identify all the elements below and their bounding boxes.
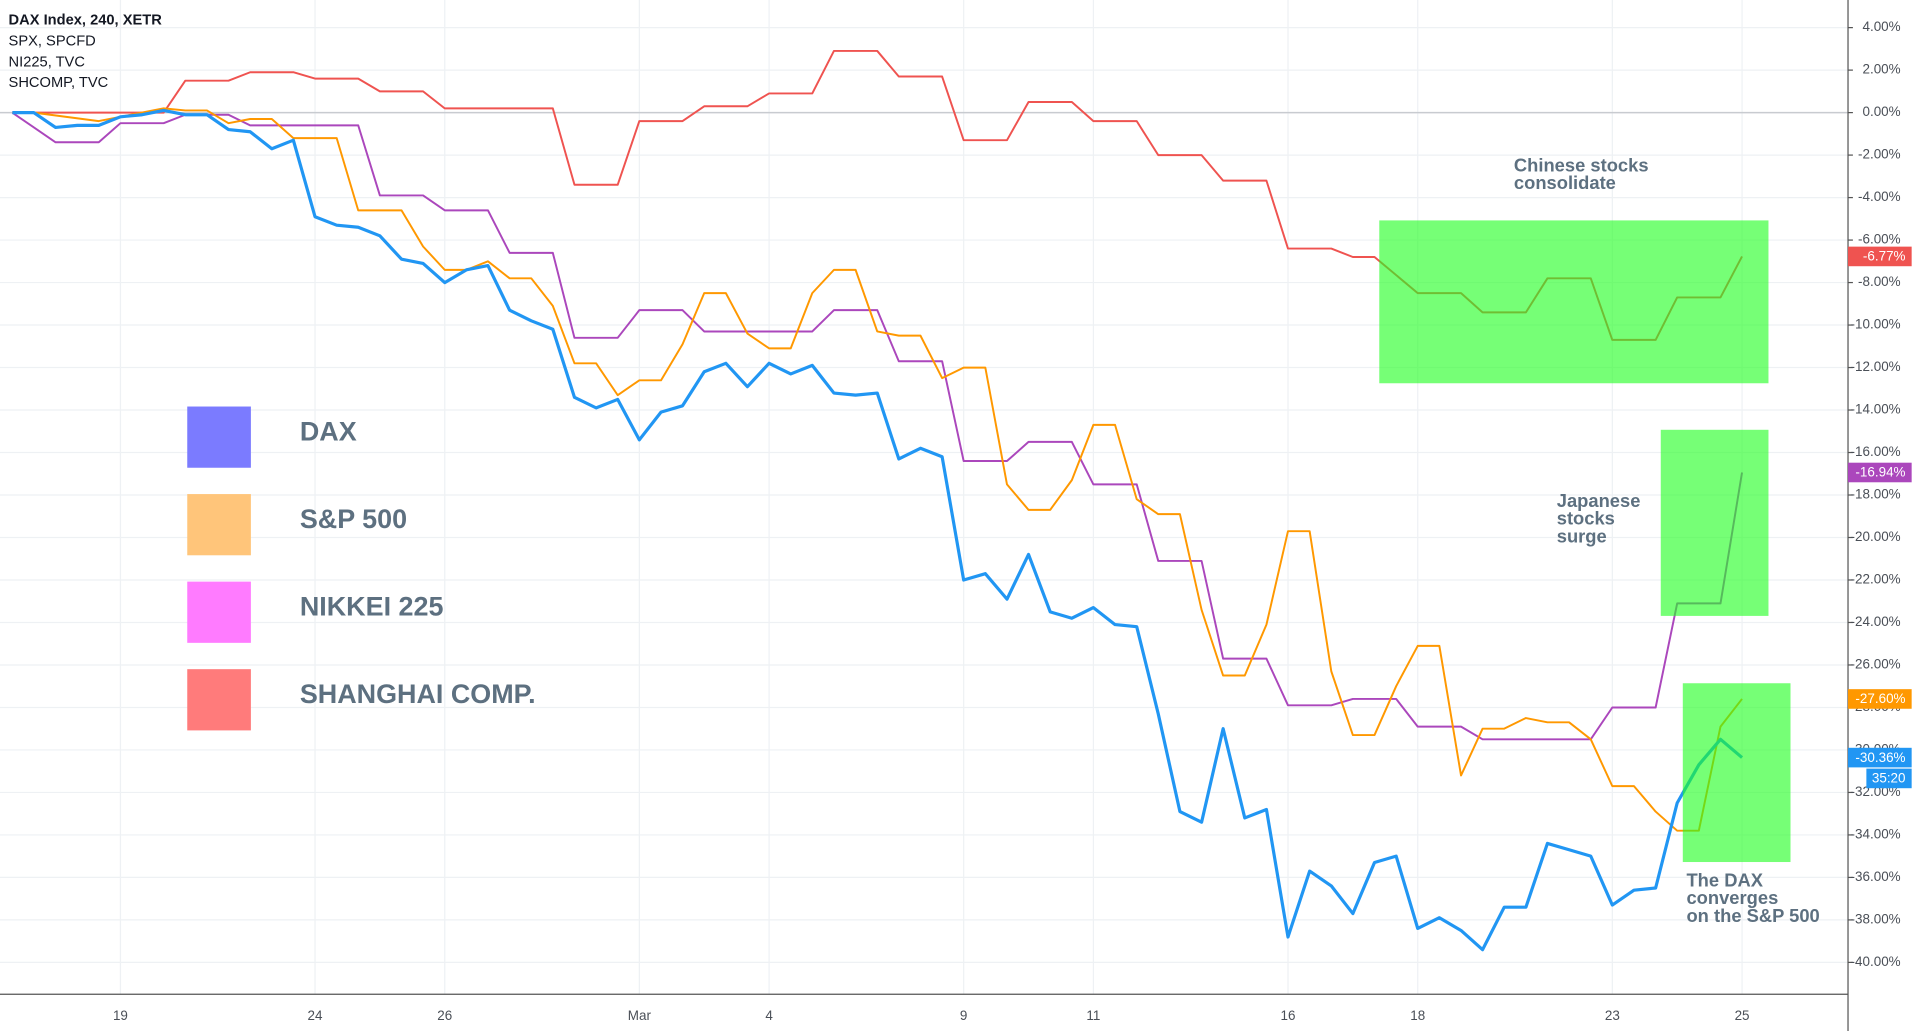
y-tick-label: -18.00% <box>1851 487 1901 502</box>
x-tick-label: 26 <box>437 1008 452 1023</box>
y-tick-label: -34.00% <box>1851 826 1901 841</box>
annotation-text: surge <box>1557 525 1607 546</box>
annotation-text: stocks <box>1557 508 1615 529</box>
symbol-label: NI225, TVC <box>9 54 86 70</box>
y-tick-label: -22.00% <box>1851 572 1901 587</box>
y-tick-label: -26.00% <box>1851 657 1901 672</box>
legend-label: SHANGHAI COMP. <box>300 679 536 709</box>
y-tick-label: -8.00% <box>1858 274 1901 289</box>
legend-label: DAX <box>300 417 357 447</box>
price-tag-label: -30.36% <box>1855 750 1905 765</box>
y-tick-label: 4.00% <box>1862 19 1900 34</box>
y-tick-label: 0.00% <box>1862 104 1900 119</box>
annotation-text: The DAX <box>1686 869 1763 890</box>
legend-label: NIKKEI 225 <box>300 592 444 622</box>
x-tick-label: 18 <box>1410 1008 1425 1023</box>
x-tick-label: 16 <box>1281 1008 1296 1023</box>
y-tick-label: -2.00% <box>1858 147 1901 162</box>
annotation-text: converges <box>1686 887 1778 908</box>
annotation-text: Chinese stocks <box>1514 154 1649 175</box>
y-tick-label: -4.00% <box>1858 189 1901 204</box>
legend-swatch <box>187 406 251 468</box>
legend-swatch <box>187 494 251 556</box>
highlight-box <box>1660 429 1769 616</box>
y-tick-label: -36.00% <box>1851 869 1901 884</box>
x-tick-label: 25 <box>1735 1008 1750 1023</box>
price-tag-label: -6.77% <box>1863 249 1906 264</box>
x-tick-label: 24 <box>308 1008 323 1023</box>
series-line <box>11 111 1743 741</box>
y-tick-label: -20.00% <box>1851 529 1901 544</box>
countdown-tag <box>1866 768 1912 789</box>
x-tick-label: 11 <box>1086 1008 1100 1023</box>
symbol-label: SHCOMP, TVC <box>9 75 109 91</box>
legend-swatch <box>187 581 251 643</box>
countdown-label: 35:20 <box>1872 771 1906 786</box>
annotation-text: consolidate <box>1514 172 1616 193</box>
price-tag <box>1848 246 1912 267</box>
x-tick-label: 23 <box>1605 1008 1620 1023</box>
y-tick-label: -16.00% <box>1851 444 1901 459</box>
y-tick-label: -14.00% <box>1851 402 1901 417</box>
series-line <box>12 107 1743 832</box>
x-tick-label: 4 <box>765 1008 773 1023</box>
highlight-box <box>1379 220 1769 384</box>
series-line <box>12 108 1744 952</box>
price-tag <box>1848 689 1912 709</box>
x-tick-label: 19 <box>113 1008 128 1023</box>
y-tick-label: 2.00% <box>1862 62 1900 77</box>
legend-swatch <box>187 669 251 731</box>
y-tick-label: -6.00% <box>1858 232 1901 247</box>
y-tick-label: -38.00% <box>1851 911 1901 926</box>
symbol-label: DAX Index, 240, XETR <box>9 13 163 29</box>
price-tag <box>1848 462 1912 483</box>
price-tag <box>1848 747 1912 768</box>
legend-label: S&P 500 <box>300 504 407 534</box>
symbol-label: SPX, SPCFD <box>9 34 96 50</box>
y-tick-label: -10.00% <box>1851 317 1901 332</box>
x-tick-label: Mar <box>628 1008 652 1023</box>
price-tag-label: -16.94% <box>1855 465 1905 480</box>
y-tick-label: -12.00% <box>1851 359 1901 374</box>
price-tag-label: -27.60% <box>1855 691 1905 706</box>
annotation-text: on the S&P 500 <box>1686 905 1819 926</box>
y-tick-label: -24.00% <box>1851 614 1901 629</box>
y-tick-label: -40.00% <box>1851 954 1901 969</box>
highlight-box <box>1682 683 1791 863</box>
annotation-text: Japanese <box>1557 490 1641 511</box>
x-tick-label: 9 <box>960 1008 967 1023</box>
